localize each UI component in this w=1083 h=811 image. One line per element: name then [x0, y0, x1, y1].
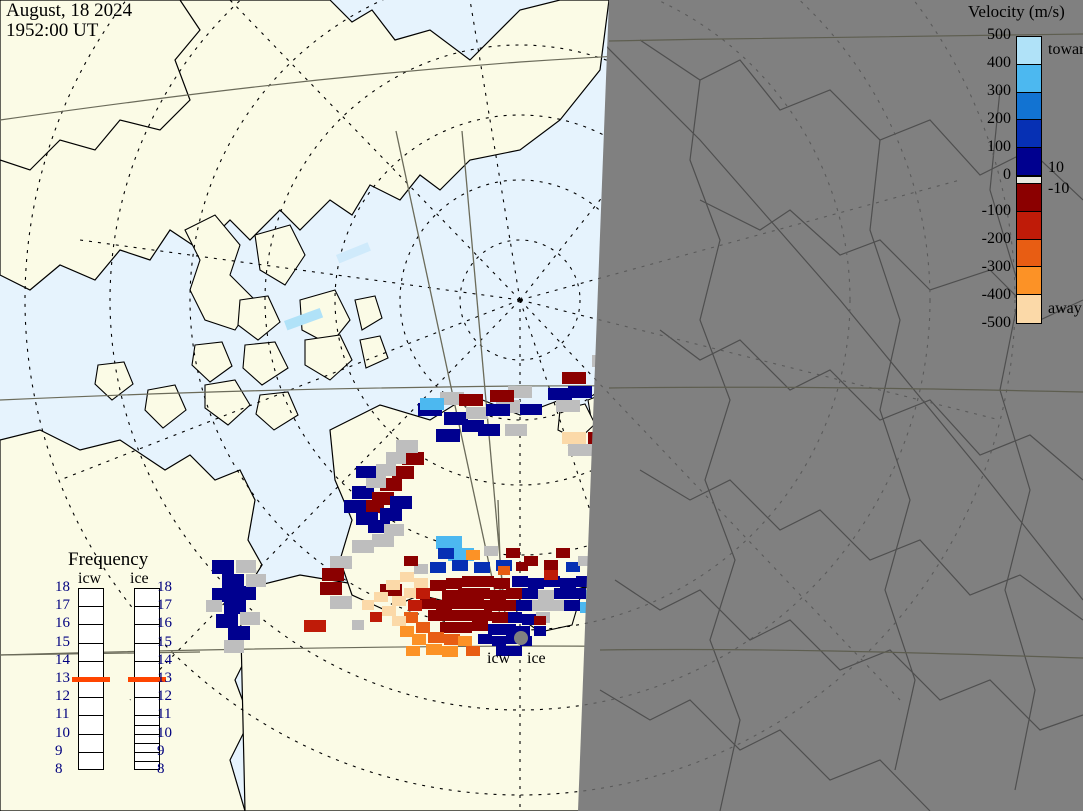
colorbar-band-8: [1017, 267, 1041, 296]
colorbar-band-7: [1017, 239, 1041, 268]
frequency-tick-ice-17: [134, 606, 160, 608]
colorbar-tick-300: 300: [987, 82, 1011, 99]
frequency-right-label-15: 15: [157, 633, 172, 650]
radar-site-marker: [514, 631, 528, 645]
frequency-left-label-10: 10: [55, 724, 70, 741]
frequency-tick-icw-17: [78, 606, 104, 608]
frequency-subtick-ice: [134, 724, 160, 726]
colorbar-tick-500: 500: [987, 26, 1011, 43]
frequency-tick-ice-12: [134, 697, 160, 699]
frequency-right-label-9: 9: [157, 742, 165, 759]
frequency-left-label-12: 12: [55, 688, 70, 705]
colorbar-tick-200: 200: [987, 110, 1011, 127]
frequency-right-label-17: 17: [157, 597, 172, 614]
frequency-tick-icw-11: [78, 715, 104, 717]
time-label: 1952:00 UT: [6, 20, 99, 41]
frequency-tick-ice-16: [134, 624, 160, 626]
velocity-colorbar: [1016, 36, 1042, 324]
frequency-right-label-11: 11: [157, 706, 172, 723]
frequency-bar-label-ice: ice: [130, 570, 149, 587]
frequency-tick-icw-10: [78, 733, 104, 735]
frequency-tick-icw-9: [78, 751, 104, 753]
date-label: August, 18 2024: [6, 0, 133, 21]
datetime-stamp: August, 18 2024 1952:00 UT: [6, 1, 132, 41]
frequency-left-label-8: 8: [55, 761, 63, 777]
frequency-tick-ice-15: [134, 642, 160, 644]
frequency-tick-icw-12: [78, 697, 104, 699]
frequency-left-label-16: 16: [55, 615, 70, 632]
frequency-right-label-10: 10: [157, 724, 172, 741]
colorbar-zero-band: [1017, 175, 1041, 184]
colorbar-tick-400: 400: [987, 54, 1011, 71]
frequency-tick-ice-14: [134, 660, 160, 662]
frequency-marker-icw: [72, 677, 110, 682]
frequency-subtick-ice: [134, 760, 160, 762]
colorbar-zero-upper-label: 10: [1048, 159, 1064, 176]
colorbar-away-label: away: [1048, 300, 1082, 317]
velocity-cells: [206, 242, 648, 657]
frequency-left-label-9: 9: [55, 742, 63, 759]
colorbar-band-5: [1017, 183, 1041, 212]
colorbar-band-9: [1017, 295, 1041, 323]
colorbar-tick--100: -100: [981, 202, 1011, 219]
frequency-left-label-13: 13: [55, 670, 70, 686]
colorbar-band-4: [1017, 148, 1041, 176]
colorbar-band-0: [1017, 37, 1041, 65]
colorbar-tick--300: -300: [981, 258, 1011, 275]
frequency-tick-ice-10: [134, 733, 160, 735]
frequency-tick-icw-16: [78, 624, 104, 626]
colorbar-band-1: [1017, 64, 1041, 93]
radar-label-ice: ice: [527, 650, 546, 667]
frequency-left-label-14: 14: [55, 651, 70, 668]
frequency-tick-icw-14: [78, 660, 104, 662]
radar-label-icw: icw: [487, 650, 511, 667]
frequency-tick-ice-11: [134, 715, 160, 717]
colorbar-tick-0: 0: [1003, 166, 1011, 183]
frequency-left-label-11: 11: [55, 706, 70, 723]
frequency-right-label-8: 8: [157, 761, 165, 777]
colorbar-tick--200: -200: [981, 230, 1011, 247]
frequency-left-label-15: 15: [55, 633, 70, 650]
colorbar-tick-100: 100: [987, 138, 1011, 155]
frequency-left-label-17: 17: [55, 597, 70, 614]
frequency-tick-ice-9: [134, 751, 160, 753]
frequency-right-label-18: 18: [157, 579, 172, 595]
colorbar-band-6: [1017, 211, 1041, 240]
colorbar-tick--400: -400: [981, 286, 1011, 303]
frequency-right-label-12: 12: [157, 688, 172, 705]
frequency-right-label-14: 14: [157, 651, 172, 668]
colorbar-tick--500: -500: [981, 314, 1011, 331]
frequency-right-label-13: 13: [157, 670, 172, 686]
frequency-left-label-18: 18: [55, 579, 70, 595]
colorbar-band-2: [1017, 92, 1041, 121]
colorbar-toward-label: toward: [1048, 41, 1083, 58]
frequency-subtick-ice: [134, 742, 160, 744]
frequency-legend-title: Frequency: [68, 549, 149, 570]
frequency-bar-label-icw: icw: [78, 570, 102, 587]
colorbar-band-3: [1017, 120, 1041, 149]
colorbar-zero-lower-label: -10: [1048, 180, 1070, 197]
colorbar-title: Velocity (m/s): [968, 2, 1065, 21]
frequency-marker-ice: [128, 677, 166, 682]
frequency-tick-icw-15: [78, 642, 104, 644]
frequency-right-label-16: 16: [157, 615, 172, 632]
